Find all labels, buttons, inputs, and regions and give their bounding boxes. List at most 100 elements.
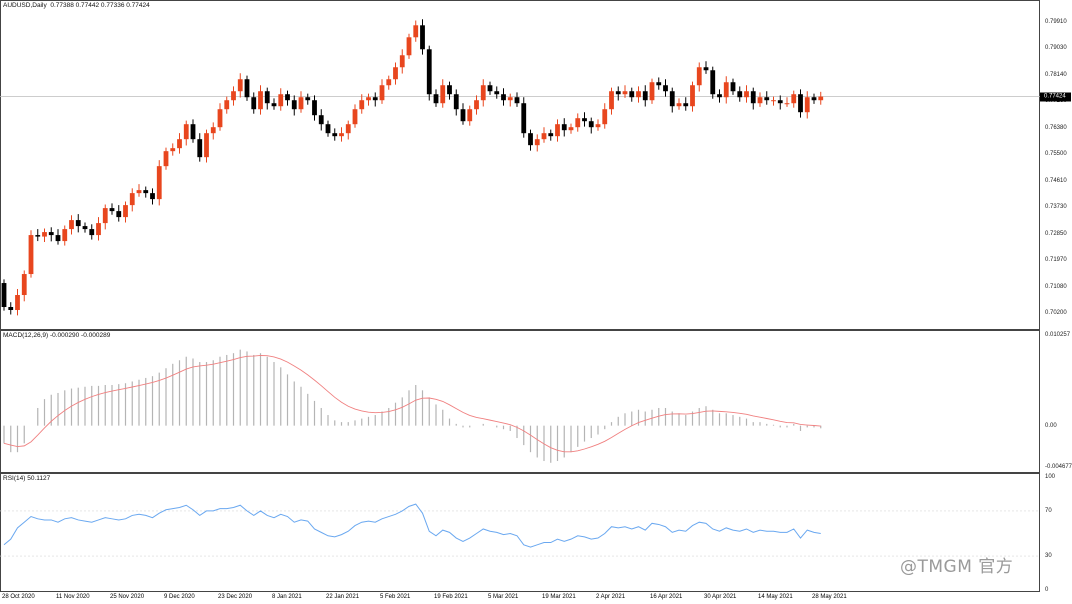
candle-body: [264, 91, 270, 104]
candle-body: [764, 97, 770, 101]
candle-body: [298, 97, 304, 110]
candle-body: [575, 118, 581, 128]
candle-body: [55, 235, 61, 242]
candle-body: [123, 205, 128, 218]
candle-body: [622, 91, 628, 95]
candle-body: [541, 133, 547, 140]
candle-body: [642, 91, 648, 101]
time-tick-label: 25 Nov 2020: [110, 594, 145, 600]
macd-tick-label: -0.004677: [1045, 464, 1072, 470]
candle-body: [75, 220, 81, 227]
candle-body: [96, 223, 101, 236]
rsi-tick-label: 30: [1045, 553, 1052, 560]
candle-body: [804, 97, 810, 113]
chart-canvas: [0, 19, 1040, 557]
candle-body: [379, 85, 385, 101]
candle-body: [426, 49, 432, 95]
candle-body: [170, 148, 176, 152]
price-tick-label: 0.71080: [1045, 283, 1067, 290]
current-price-label: 0.77424: [1040, 92, 1071, 101]
time-tick-label: 23 Dec 2020: [218, 594, 253, 600]
time-tick-label: 8 Jan 2021: [272, 594, 302, 600]
candle-body: [28, 235, 34, 275]
candle-body: [568, 127, 574, 131]
macd-tick-label: 0.00: [1045, 422, 1057, 429]
candle-body: [717, 94, 722, 98]
candle-body: [548, 133, 554, 137]
candle-body: [102, 208, 108, 224]
candle-body: [35, 235, 41, 237]
candle-body: [636, 91, 641, 98]
candle-body: [345, 124, 351, 134]
candle-body: [703, 67, 709, 71]
price-tick-label: 0.73730: [1045, 204, 1067, 211]
macd-label: MACD(12,26,9) -0.000290 -0.000289: [3, 332, 111, 339]
candle-body: [163, 151, 169, 167]
candle-body: [1, 283, 7, 308]
candle-body: [359, 100, 365, 110]
time-tick-label: 19 Mar 2021: [542, 594, 576, 600]
candle-body: [649, 82, 655, 101]
time-tick-label: 28 Oct 2020: [2, 594, 35, 600]
candle-body: [615, 91, 621, 95]
candle-body: [210, 127, 216, 134]
candle-body: [413, 25, 419, 38]
candle-body: [62, 229, 68, 242]
time-tick-label: 14 May 2021: [758, 594, 793, 600]
candle-body: [183, 124, 189, 140]
candle-body: [494, 91, 500, 95]
candle-body: [501, 94, 506, 101]
candle-body: [69, 220, 74, 230]
candle-body: [663, 85, 668, 92]
candle-body: [278, 94, 284, 107]
price-tick-label: 0.70200: [1045, 310, 1067, 316]
candle-body: [514, 97, 520, 104]
candle-body: [109, 208, 115, 212]
candle-body: [696, 67, 702, 86]
candle-body: [791, 94, 797, 104]
candle-body: [48, 232, 54, 236]
candle-body: [750, 91, 756, 104]
price-pane[interactable]: AUDUSD,Daily 0.77388 0.77442 0.77336 0.7…: [0, 0, 1040, 330]
candle-body: [602, 109, 608, 125]
candle-body: [372, 97, 378, 101]
candle-body: [771, 100, 776, 102]
rsi-label: RSI(14) 50.1127: [3, 475, 51, 482]
watermark: @TMGM 官方: [900, 557, 1014, 577]
candle-body: [89, 229, 95, 236]
candle-body: [332, 133, 338, 137]
price-axis[interactable]: 0.79910 0.79030 0.78140 0.77260 0.76380 0.755…: [1040, 0, 1072, 330]
candle-body: [629, 91, 635, 98]
rsi-line: [3, 503, 821, 548]
candle-body: [258, 91, 263, 110]
price-tick-label: 0.71970: [1045, 256, 1067, 263]
candle-body: [116, 211, 122, 218]
time-tick-label: 16 Apr 2021: [650, 594, 683, 600]
candle-body: [676, 103, 682, 107]
time-tick-label: 19 Feb 2021: [434, 594, 468, 600]
candle-body: [582, 118, 587, 122]
candle-body: [386, 79, 392, 86]
time-tick-label: 28 May 2021: [812, 594, 847, 600]
price-tick-label: 0.75500: [1045, 151, 1067, 158]
rsi-pane[interactable]: RSI(14) 50.1127: [0, 473, 1040, 592]
candle-body: [231, 91, 236, 101]
candle-body: [487, 85, 493, 92]
candle-body: [325, 124, 331, 134]
time-tick-label: 5 Mar 2021: [488, 594, 519, 600]
candle-body: [82, 226, 88, 230]
candle-body: [420, 25, 425, 50]
time-tick-label: 11 Nov 2020: [56, 594, 90, 600]
candle-body: [467, 109, 473, 122]
macd-tick-label: 0.010257: [1045, 332, 1071, 338]
candle-body: [399, 55, 405, 68]
price-tick-label: 0.78140: [1045, 72, 1067, 79]
price-tick-label: 0.77260: [1045, 98, 1067, 105]
candle-body: [561, 124, 567, 131]
candle-body: [453, 94, 459, 110]
candle-body: [406, 37, 412, 56]
candle-body: [393, 67, 398, 80]
candle-body: [204, 133, 209, 158]
price-tick-label: 0.76380: [1045, 124, 1067, 131]
candle-body: [811, 97, 817, 101]
